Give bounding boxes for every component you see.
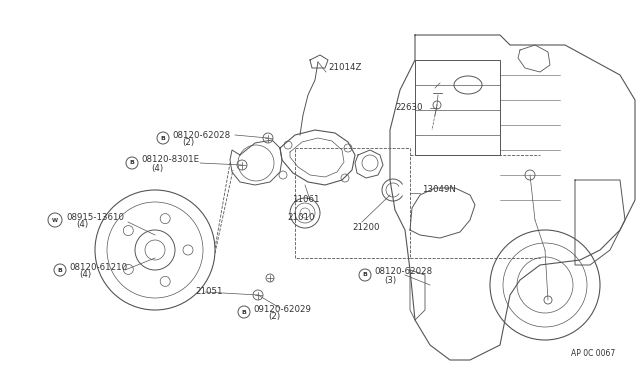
Text: B: B	[363, 273, 367, 278]
Text: 08120-62028: 08120-62028	[172, 131, 230, 140]
Text: W: W	[52, 218, 58, 222]
Text: (4): (4)	[151, 164, 163, 173]
Text: 09120-62029: 09120-62029	[253, 305, 311, 314]
Text: 08120-61210: 08120-61210	[69, 263, 127, 272]
Text: 13049N: 13049N	[422, 186, 456, 195]
Text: 21014Z: 21014Z	[328, 64, 362, 73]
Text: B: B	[241, 310, 246, 314]
Text: B: B	[58, 267, 63, 273]
Text: (4): (4)	[79, 270, 91, 279]
Text: 22630: 22630	[395, 103, 422, 112]
Text: (4): (4)	[76, 221, 88, 230]
Text: 21010: 21010	[287, 214, 314, 222]
Bar	[295, 148, 410, 258]
Text: B: B	[129, 160, 134, 166]
Text: 11061: 11061	[292, 196, 319, 205]
Text: (2): (2)	[182, 138, 194, 148]
Text: (3): (3)	[384, 276, 396, 285]
Text: 08120-62028: 08120-62028	[374, 267, 432, 276]
Text: B: B	[161, 135, 165, 141]
Text: 08915-13610: 08915-13610	[66, 212, 124, 221]
Text: AP 0C 0067: AP 0C 0067	[571, 349, 615, 358]
Text: 08120-8301E: 08120-8301E	[141, 155, 199, 164]
Text: 21051: 21051	[195, 286, 223, 295]
Text: 21200: 21200	[352, 224, 380, 232]
Text: (2): (2)	[268, 312, 280, 321]
